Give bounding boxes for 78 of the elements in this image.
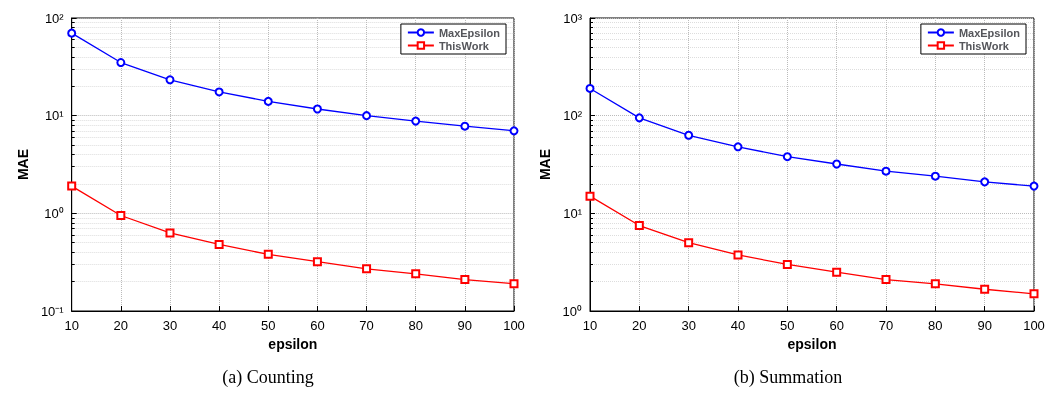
point [214,87,224,97]
point [460,275,470,285]
x-tick-label: 100 [503,318,525,333]
y-tick-label: 10⁰ [562,303,582,319]
y-tick-label: 10¹ [44,108,65,124]
x-tick-label: 90 [977,318,992,333]
point [684,238,694,248]
point [263,96,273,106]
x-axis-title: epsilon [787,336,837,352]
point [585,191,595,201]
point [782,259,792,269]
x-axis-title: epsilon [268,336,318,352]
x-tick-label: 30 [681,318,696,333]
x-tick-label: 60 [310,318,325,333]
legend-label: ThisWork [438,39,490,52]
x-tick-label: 30 [162,318,178,333]
point [214,239,224,249]
x-tick-label: 10 [64,318,79,333]
x-tick-label: 50 [261,318,276,333]
x-tick-label: 80 [928,318,943,333]
y-axis-title: MAE [15,148,31,181]
point [312,104,322,114]
x-tick-label: 60 [829,318,844,333]
legend-label: MaxEpsilon [438,26,501,39]
y-tick-label: 10³ [563,10,583,26]
y-tick-label: 10⁰ [44,205,64,221]
point [684,130,694,140]
x-tick-label: 20 [632,318,647,333]
y-axis-title: MAE [536,148,553,181]
point [116,58,126,68]
x-tick-label: 10 [582,318,598,333]
point [733,250,743,260]
point [930,171,940,181]
point [362,111,372,121]
point [1029,181,1039,191]
point [165,75,175,85]
point [634,113,644,123]
point [881,166,891,176]
point [67,28,77,38]
point [782,152,792,162]
point [1029,289,1039,299]
text: (b) Summation [733,367,843,388]
point [832,159,842,169]
point [980,284,990,294]
point [165,228,175,238]
point [585,83,595,93]
x-tick-label: 80 [408,318,423,333]
x-tick-label: 90 [457,318,473,333]
point [411,116,421,126]
x-tick-label: 40 [211,318,227,333]
x-tick-label: 70 [359,318,374,333]
point [67,181,77,191]
y-tick-label: 10⁻¹ [40,303,65,319]
x-tick-label: 50 [780,318,795,333]
y-tick-label: 10² [44,10,65,26]
point [733,142,743,152]
point [263,249,273,259]
point [411,269,421,279]
y-tick-label: 10² [563,108,583,124]
point [980,177,990,187]
point [116,211,126,221]
point [362,264,372,274]
text: (a) Counting [222,367,314,388]
y-tick-label: 10¹ [563,205,583,221]
x-tick-label: 40 [730,318,746,333]
legend-label: ThisWork [958,39,1010,52]
point [832,267,842,277]
x-tick-label: 70 [878,318,894,333]
x-tick-label: 100 [1023,318,1045,333]
point [312,257,322,267]
point [634,221,644,231]
point [460,121,470,131]
point [930,279,940,289]
legend-label: MaxEpsilon [958,26,1021,39]
point [881,275,891,285]
x-tick-label: 20 [113,318,129,333]
point [509,279,519,289]
point [509,126,519,136]
